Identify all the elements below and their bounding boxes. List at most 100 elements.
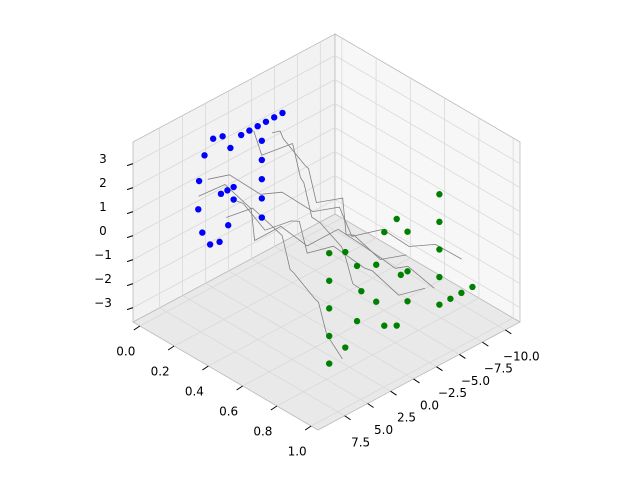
z-grid-line: [132, 79, 336, 188]
point: [397, 271, 405, 279]
y-tick-label: 5.0: [374, 423, 393, 437]
point: [393, 322, 400, 329]
y-grid-line: [205, 282, 391, 392]
z-grid-line: [132, 127, 336, 236]
point: [230, 183, 237, 191]
point: [209, 135, 217, 142]
x-tick: [304, 425, 312, 431]
z-grid-line: [334, 199, 521, 308]
x-tick: [202, 365, 209, 371]
trajectory: [253, 130, 361, 290]
y-tick-label: 0.0: [420, 398, 439, 412]
point: [326, 277, 333, 284]
point: [219, 133, 226, 140]
point: [373, 298, 380, 305]
point: [230, 196, 237, 203]
point: [326, 305, 333, 312]
y-tick-label: −2.5: [438, 386, 467, 400]
point: [195, 177, 203, 185]
x-grid-line: [242, 277, 445, 387]
y-tick: [459, 353, 466, 359]
point: [404, 298, 411, 305]
y-grid-line: [251, 258, 437, 368]
point: [326, 332, 333, 340]
point: [227, 144, 234, 152]
y-tick-label: −10.0: [503, 349, 540, 363]
y-tick-label: 7.5: [351, 435, 370, 449]
point: [217, 190, 225, 198]
point: [353, 262, 361, 270]
point: [436, 301, 443, 308]
x-tick: [167, 345, 175, 351]
point: [216, 238, 223, 246]
point: [206, 241, 214, 248]
point: [404, 228, 411, 235]
z-tick: [126, 235, 134, 239]
z-tick: [126, 211, 134, 215]
point: [262, 118, 270, 125]
y-tick: [344, 415, 351, 421]
y-tick: [505, 329, 512, 335]
y-grid-line: [228, 270, 414, 380]
point: [373, 261, 380, 268]
y-grid-line: [182, 295, 368, 404]
point: [195, 206, 202, 213]
trajectory: [198, 184, 435, 289]
y-grid-line: [320, 221, 506, 331]
point: [436, 273, 443, 281]
point: [258, 195, 266, 202]
grid: [126, 38, 521, 431]
x-tick-label: 0.0: [116, 345, 135, 359]
point: [436, 218, 443, 226]
pane-right: [334, 33, 521, 323]
x-grid-line: [310, 317, 514, 427]
point: [271, 114, 278, 121]
z-tick: [126, 163, 134, 167]
trajectory: [235, 200, 426, 296]
point: [326, 249, 333, 257]
x-tick: [133, 325, 141, 331]
point: [404, 268, 411, 275]
point: [393, 215, 400, 223]
point: [246, 127, 253, 134]
point: [436, 246, 443, 253]
point: [201, 152, 208, 159]
point: [342, 344, 349, 351]
x-tick-label: 0.6: [219, 405, 238, 419]
z-grid-line: [132, 103, 336, 212]
x-tick-label: 0.8: [253, 425, 272, 439]
z-tick: [126, 259, 134, 263]
y-tick-label: −5.0: [461, 374, 490, 388]
z-tick: [126, 187, 134, 191]
z-tick-label: 2: [99, 176, 107, 190]
y-grid-line: [274, 246, 460, 355]
y-tick-label: 2.5: [397, 411, 416, 425]
point: [447, 295, 454, 302]
x-grid-line: [173, 237, 377, 347]
z-grid-line: [132, 175, 336, 284]
z-grid-line: [334, 103, 521, 212]
point: [353, 317, 361, 325]
z-tick-label: 0: [99, 224, 107, 238]
trajectory: [207, 174, 462, 260]
point: [358, 287, 365, 295]
marks: [195, 109, 476, 367]
point: [258, 137, 266, 144]
z-grid-line: [132, 55, 336, 164]
x-grid-line: [208, 257, 411, 367]
trajectory: [272, 130, 407, 260]
x-tick-label: 0.2: [151, 365, 170, 379]
z-tick: [126, 307, 134, 311]
z-tick-label: −2: [94, 272, 112, 286]
point: [225, 222, 232, 229]
x-tick-label: 1.0: [288, 445, 307, 459]
y-tick: [390, 390, 397, 396]
point: [436, 191, 443, 198]
x-grid-line: [276, 297, 480, 407]
point: [279, 109, 286, 117]
z-grid-line: [334, 79, 521, 188]
x-tick: [270, 405, 278, 411]
z-tick-label: 1: [99, 200, 107, 214]
